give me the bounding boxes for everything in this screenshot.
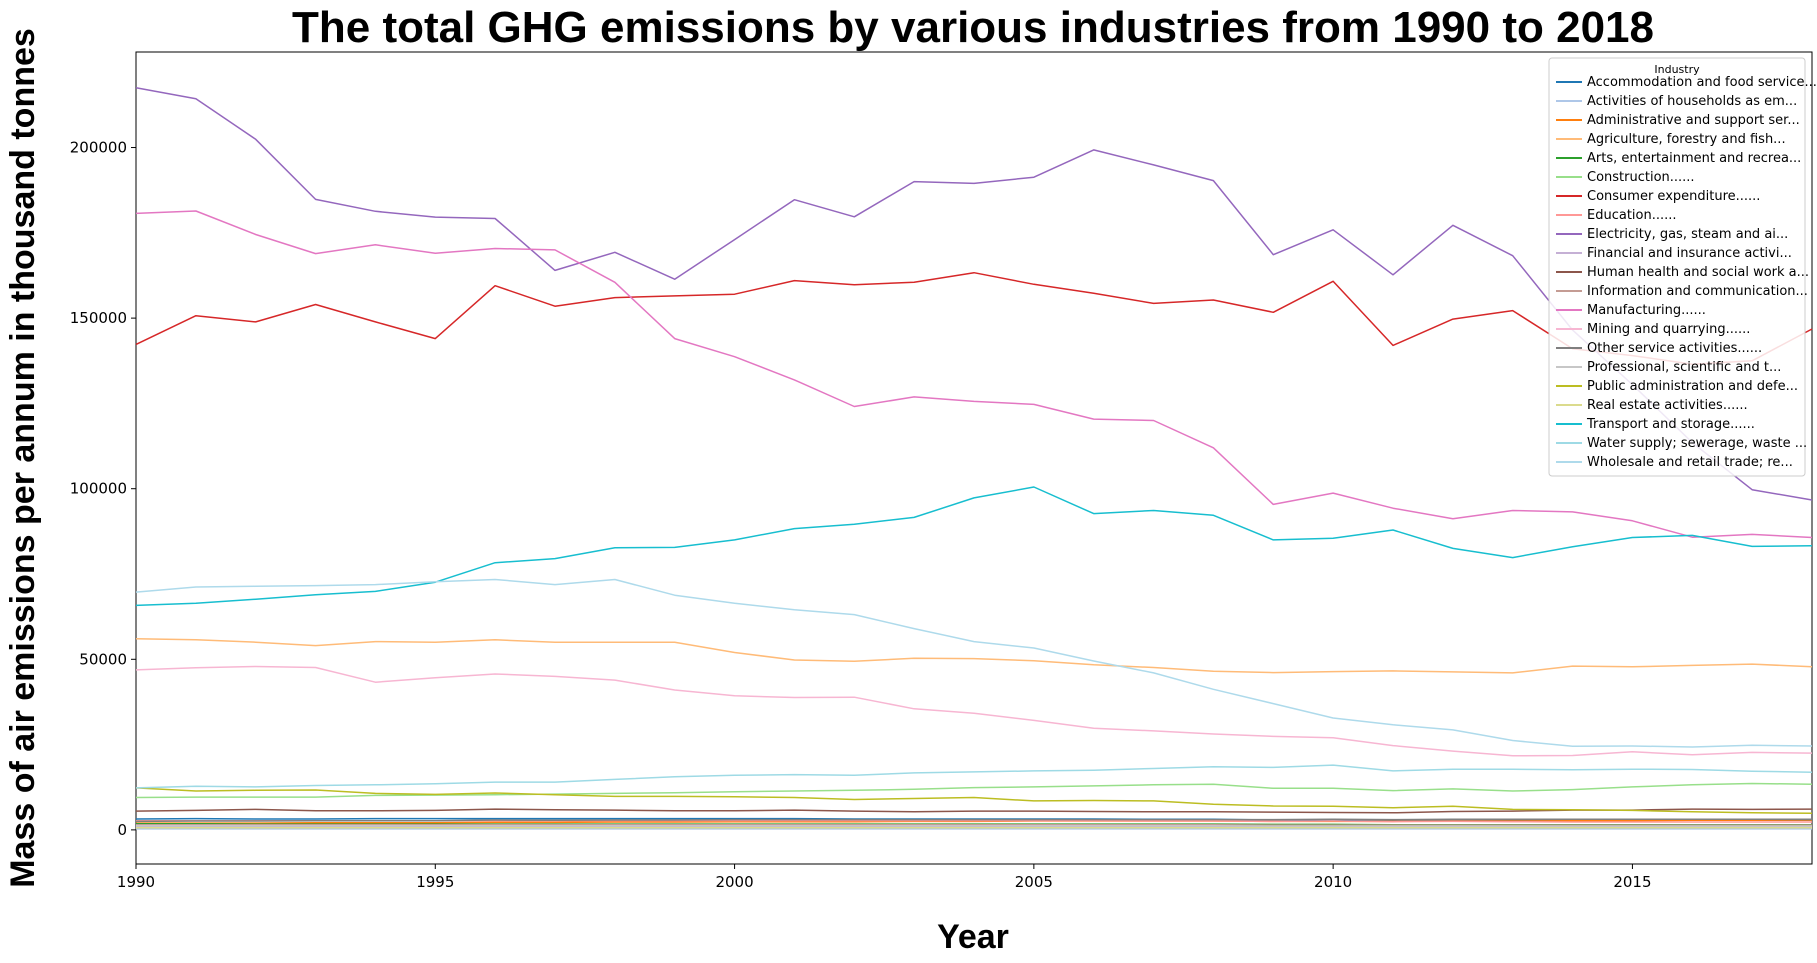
legend-label: Construction...... (1587, 170, 1695, 185)
legend-label: Consumer expenditure...... (1587, 189, 1760, 204)
legend-label: Real estate activities...... (1587, 398, 1748, 413)
legend-label: Other service activities...... (1587, 341, 1762, 356)
legend-label: Financial and insurance activi... (1587, 246, 1792, 261)
legend-label: Manufacturing...... (1587, 303, 1706, 318)
series-line-19 (135, 486, 1813, 607)
series-line-20 (135, 764, 1813, 789)
series-line-21 (135, 578, 1813, 748)
series-line-13 (135, 210, 1813, 539)
legend-box (1548, 57, 1806, 477)
series-line-14 (135, 665, 1813, 757)
series-line-17 (135, 787, 1813, 814)
legend-label: Human health and social work a... (1587, 265, 1809, 280)
legend-label: Electricity, gas, steam and ai... (1587, 227, 1788, 242)
series-line-7 (135, 271, 1813, 365)
legend-label: Transport and storage...... (1586, 417, 1755, 432)
series-line-11 (135, 808, 1813, 814)
x-tick-label: 2015 (1613, 873, 1651, 891)
plot-area (135, 51, 1813, 865)
series-line-9 (135, 87, 1813, 501)
x-tick-label: 1995 (416, 873, 454, 891)
y-tick-label: 0 (117, 821, 127, 839)
chart-title: The total GHG emissions by various indus… (292, 3, 1654, 52)
x-tick-label: 1990 (117, 873, 155, 891)
series-line-15 (135, 818, 1812, 823)
legend-label: Agriculture, forestry and fish... (1587, 132, 1786, 147)
y-tick-label: 150000 (70, 309, 127, 327)
y-tick-label: 200000 (70, 139, 127, 157)
y-axis-label: Mass of air emissions per annum in thous… (4, 28, 42, 888)
y-tick-label: 50000 (79, 650, 127, 668)
legend-label: Education...... (1587, 208, 1677, 223)
series-layer (135, 87, 1813, 830)
legend-label: Public administration and defe... (1587, 379, 1798, 394)
x-tick-label: 2005 (1015, 873, 1053, 891)
y-tick-label: 100000 (70, 480, 127, 498)
y-axis: 0 50000 100000 150000 200000 (70, 139, 136, 839)
legend: Industry Accommodation and food service.… (1548, 57, 1817, 477)
legend-label: Administrative and support ser... (1587, 113, 1800, 128)
legend-label: Arts, entertainment and recrea... (1587, 151, 1801, 166)
legend-label: Activities of households as em... (1587, 94, 1797, 109)
x-tick-label: 2010 (1314, 873, 1352, 891)
x-tick-label: 2000 (715, 873, 753, 891)
legend-label: Wholesale and retail trade; re... (1587, 455, 1793, 470)
legend-title: Industry (1654, 63, 1700, 76)
legend-label: Water supply; sewerage, waste ... (1587, 436, 1807, 451)
legend-label: Mining and quarrying...... (1587, 322, 1750, 337)
legend-label: Professional, scientific and t... (1587, 360, 1781, 375)
series-line-4 (135, 638, 1813, 674)
x-axis: 1990 1995 2000 2005 2010 2015 (117, 864, 1652, 891)
series-line-6 (135, 782, 1813, 799)
x-axis-label: Year (937, 918, 1009, 956)
legend-items: Accommodation and food service... Activit… (1556, 75, 1817, 470)
legend-label: Accommodation and food service... (1587, 75, 1817, 90)
legend-label: Information and communication... (1587, 284, 1808, 299)
